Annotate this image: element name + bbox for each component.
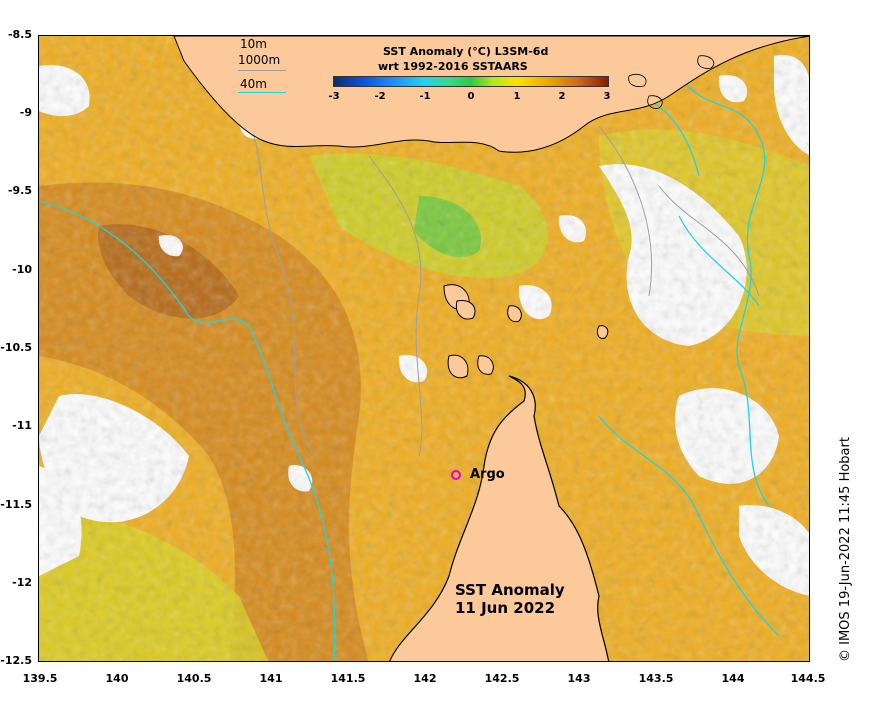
lon-tick-label: 142: [413, 672, 437, 685]
copyright-notice: © IMOS 19-Jun-2022 11:45 Hobart: [838, 437, 853, 662]
sst-anomaly-map[interactable]: [39, 36, 810, 662]
isobath-40m: [39, 75, 780, 661]
colorbar-title-line1: SST Anomaly (°C) L3SM-6d: [383, 45, 549, 58]
cape-york-land: [389, 375, 610, 661]
lat-tick-label: -9.5: [7, 184, 32, 197]
lat-tick-label: -9: [19, 106, 32, 119]
depth-legend-10m: 10m: [240, 37, 267, 51]
coastal-islets: [628, 55, 715, 109]
depth-legend-1000m: 1000m: [238, 53, 281, 67]
depth-legend-40m: 40m: [240, 77, 267, 91]
product-title: SST Anomaly: [455, 581, 565, 599]
colorbar-tick: 1: [513, 91, 521, 102]
colorbar-tick: 2: [558, 91, 566, 102]
depth-legend-1000m-line: [238, 70, 286, 71]
lat-tick-label: -11.5: [0, 498, 32, 511]
lon-tick-label: 143.5: [638, 672, 674, 685]
lon-tick-label: 140: [105, 672, 129, 685]
new-guinea-land: [173, 36, 809, 153]
map-frame[interactable]: [38, 35, 810, 662]
colorbar-tick: 0: [467, 91, 475, 102]
lat-tick-label: -10: [12, 263, 32, 276]
argo-label: Argo: [470, 467, 505, 482]
colorbar-tick: -3: [328, 91, 340, 102]
lat-tick-label: -12.5: [0, 654, 32, 667]
lat-tick-label: -8.5: [7, 28, 32, 41]
torres-strait-islands: [443, 284, 609, 379]
colorbar-tick: -2: [374, 91, 386, 102]
colorbar-title-line2: wrt 1992-2016 SSTAARS: [378, 60, 528, 73]
lat-tick-label: -12: [12, 576, 32, 589]
lat-tick-label: -11: [12, 419, 32, 432]
depth-legend-40m-line: [238, 92, 286, 93]
argo-float-marker[interactable]: [451, 470, 461, 480]
colorbar-tick: -1: [419, 91, 431, 102]
lat-tick-label: -10.5: [0, 341, 32, 354]
colorbar-tick: 3: [603, 91, 611, 102]
lon-tick-label: 144: [721, 672, 745, 685]
lon-tick-label: 143: [567, 672, 591, 685]
lon-tick-label: 144.5: [790, 672, 826, 685]
lon-tick-label: 142.5: [484, 672, 520, 685]
lon-tick-label: 139.5: [22, 672, 58, 685]
lon-tick-label: 141.5: [330, 672, 366, 685]
colorbar: [333, 76, 609, 87]
product-date: 11 Jun 2022: [455, 599, 556, 617]
lon-tick-label: 141: [259, 672, 283, 685]
lon-tick-label: 140.5: [176, 672, 212, 685]
